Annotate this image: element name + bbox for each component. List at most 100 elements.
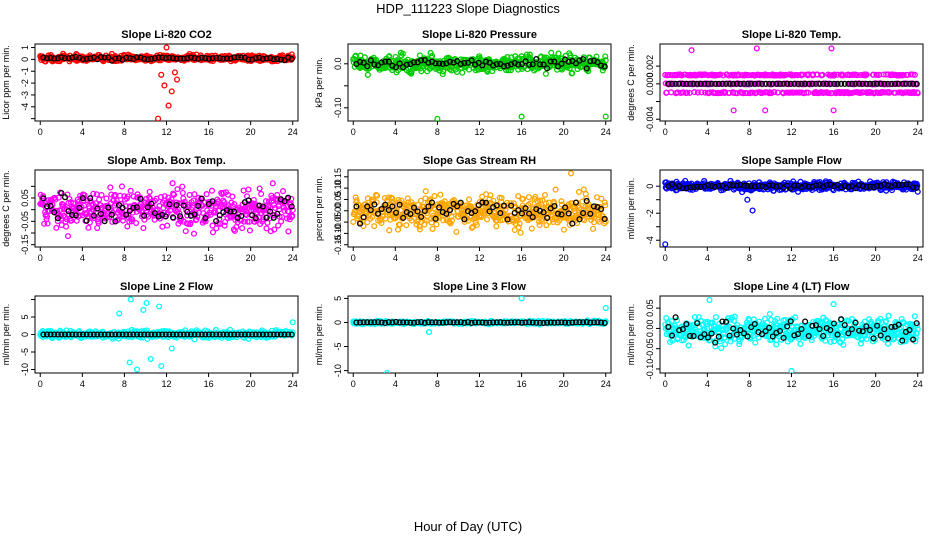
reference-point (515, 207, 522, 214)
reference-point (446, 207, 454, 214)
reference-point (69, 331, 76, 338)
y-tick-label: -0.004 (645, 106, 655, 132)
data-point (688, 47, 695, 54)
reference-point (740, 80, 748, 87)
data-points (662, 177, 921, 247)
data-point (263, 225, 270, 232)
reference-point (856, 80, 863, 87)
reference-point (583, 197, 590, 204)
reference-point (288, 331, 295, 338)
data-point (161, 82, 168, 89)
reference-point (202, 331, 209, 338)
data-point (735, 72, 742, 79)
data-point (602, 304, 609, 312)
data-point (203, 191, 210, 198)
reference-point (281, 198, 288, 205)
reference-point (371, 61, 378, 68)
reference-point (791, 80, 798, 87)
reference-point (672, 80, 679, 87)
reference-point (421, 207, 428, 215)
data-point (386, 53, 393, 60)
data-point (911, 89, 918, 97)
data-point (429, 52, 436, 59)
data-point (527, 200, 534, 207)
y-tick-label: -0.10 (645, 359, 655, 380)
reference-point (425, 319, 432, 326)
data-point (107, 184, 114, 191)
reference-point (722, 184, 730, 192)
reference-point (392, 209, 400, 216)
y-tick-label: -0.05 (333, 212, 343, 233)
reference-point (504, 319, 511, 326)
reference-point (672, 184, 679, 191)
reference-point (733, 80, 740, 87)
reference-point (79, 331, 87, 338)
data-point (133, 219, 140, 227)
reference-point (151, 55, 159, 62)
data-point (266, 215, 273, 222)
reference-point (274, 331, 281, 338)
data-point (416, 226, 423, 233)
reference-point (141, 55, 148, 62)
reference-point (504, 216, 511, 223)
reference-point (414, 208, 421, 215)
reference-point (382, 319, 389, 327)
reference-point (758, 183, 766, 190)
data-point (539, 197, 546, 204)
reference-point (587, 319, 594, 326)
reference-point (805, 80, 812, 87)
data-point (289, 206, 296, 214)
data-point (418, 68, 425, 75)
data-point (231, 201, 238, 208)
reference-point (371, 201, 378, 208)
reference-point (701, 80, 708, 87)
data-point (244, 218, 251, 225)
reference-point (72, 212, 79, 219)
data-point (566, 65, 573, 72)
reference-point (594, 319, 601, 326)
data-point (171, 69, 178, 76)
reference-point (389, 203, 396, 210)
reference-point (148, 55, 155, 62)
reference-point (533, 319, 540, 326)
reference-point (845, 183, 852, 191)
reference-point (432, 215, 439, 222)
reference-point (715, 80, 722, 87)
data-point (174, 186, 181, 193)
data-point (441, 198, 448, 205)
reference-point (590, 319, 597, 326)
reference-point (360, 214, 367, 221)
reference-point (166, 201, 173, 208)
y-axis-label: kPa per min. (314, 57, 324, 108)
reference-point (863, 184, 870, 191)
y-tick-label: -3 (20, 91, 30, 99)
reference-point (137, 54, 144, 61)
reference-point (79, 56, 87, 63)
data-point (519, 195, 527, 202)
data-point (98, 191, 105, 199)
x-tick-label: 4 (705, 253, 710, 263)
reference-point (238, 331, 245, 338)
reference-point (884, 80, 891, 87)
reference-point (838, 80, 845, 87)
reference-point (249, 331, 256, 338)
data-point (483, 216, 491, 223)
reference-point (508, 61, 515, 68)
data-point (437, 191, 444, 198)
reference-point (90, 212, 97, 219)
reference-point (47, 54, 54, 61)
reference-point (439, 319, 446, 326)
reference-point (547, 58, 554, 65)
data-point (515, 224, 522, 231)
reference-point (400, 214, 407, 221)
reference-point (191, 331, 198, 338)
panel-title: Slope Line 4 (LT) Flow (734, 281, 850, 293)
data-point (269, 180, 276, 187)
reference-point (558, 211, 565, 218)
reference-point (234, 331, 241, 338)
panel-4: Slope Amb. Box Temp.degrees C per min. -0… (1, 155, 299, 263)
reference-point (94, 205, 101, 212)
reference-point (234, 54, 241, 61)
y-tick-label: 0.05 (20, 189, 30, 207)
panel-title: Slope Gas Stream RH (423, 155, 536, 167)
